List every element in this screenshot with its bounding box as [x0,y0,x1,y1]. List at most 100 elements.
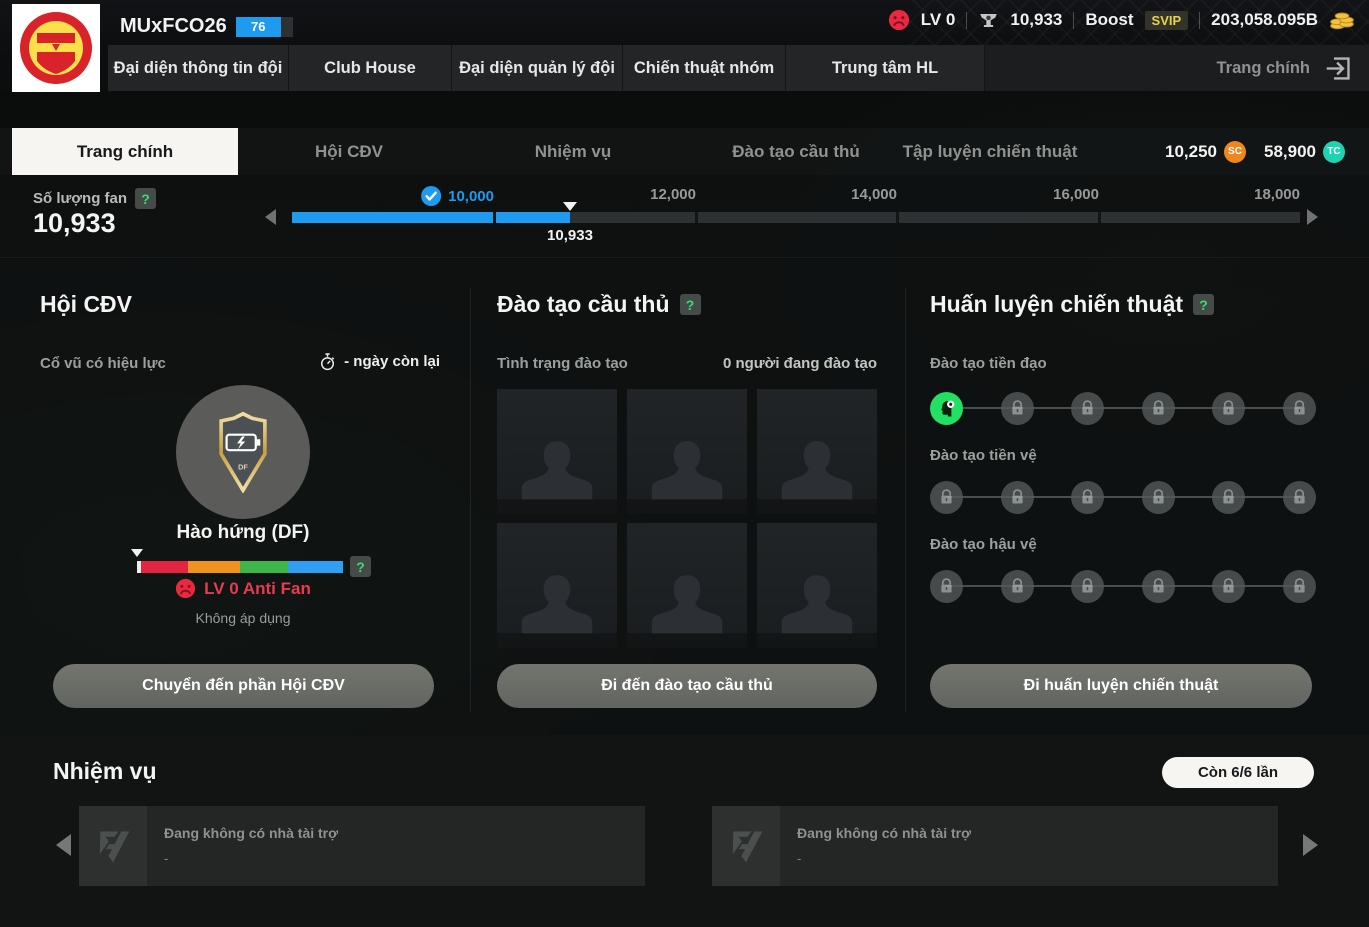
sponsor-prev-arrow[interactable] [56,834,71,856]
player-silhouette-icon [651,441,723,500]
top-nav-item[interactable]: Đại diện quản lý đội [452,45,623,91]
track-label: Đào tạo tiền vệ [930,447,1037,464]
help-icon[interactable]: ? [1193,294,1215,315]
bar-gap [1098,212,1101,223]
player-silhouette-icon [781,441,853,500]
missions-section: Nhiệm vụ Còn 6/6 lần Đang không có nhà t… [0,735,1369,927]
training-node-lock-icon[interactable] [1141,569,1175,603]
top-nav-item[interactable]: Đại diện thông tin đội [108,45,289,91]
home-button[interactable]: Trang chính [1216,45,1369,91]
milestone-label: 14,000 [851,186,897,203]
lock-glyph [1082,400,1093,415]
goto-training-button[interactable]: Đi đến đào tạo cầu thủ [497,664,877,708]
track-nodes [930,569,1316,603]
anti-fan-level: LV 0 [920,10,956,29]
player-slot-empty[interactable] [627,389,747,514]
training-section-title: Đào tạo cầu thủ ? [497,291,701,318]
training-node-lock-icon[interactable] [1071,391,1105,425]
player-silhouette-icon [651,575,723,634]
lock-glyph [1223,489,1234,504]
training-node-lock-icon[interactable] [930,569,963,603]
exit-icon[interactable] [1324,54,1353,83]
fan-milestone: 10,000 [421,186,494,206]
buff-name: Hào hứng (DF) [176,522,310,543]
top-nav-item[interactable]: Club House [289,45,452,91]
track-nodes [930,391,1316,425]
sponsor-value: - [164,851,169,866]
goto-fanclub-button[interactable]: Chuyển đến phần Hội CĐV [53,664,434,708]
lock-glyph [1153,489,1164,504]
training-node-lock-icon[interactable] [1141,480,1175,514]
player-slot-empty[interactable] [757,389,877,514]
training-node-lock-icon[interactable] [1141,391,1175,425]
tactic-title-text: Huấn luyện chiến thuật [930,291,1184,317]
club-name: MUxFCO26 [120,15,227,37]
training-node-lock-icon[interactable] [1282,569,1316,603]
top-nav-item[interactable]: Trung tâm HL [786,45,985,91]
help-icon[interactable]: ? [135,188,157,209]
goto-tactic-button[interactable]: Đi huấn luyện chiến thuật [930,664,1312,708]
training-node-lock-icon[interactable] [1000,391,1034,425]
training-node-lock-icon[interactable] [930,480,963,514]
club-logo[interactable] [12,4,100,92]
track-nodes [930,480,1316,514]
divider [966,11,968,29]
training-node-lock-icon[interactable] [1071,569,1105,603]
lock-glyph [1223,578,1234,593]
current-fan-marker-value: 10,933 [547,227,593,244]
lock-glyph [1011,578,1023,593]
tab-trang-chinh-active[interactable]: Trang chính [12,128,238,175]
lock-glyph [1011,489,1023,504]
club-level-badge: 76 [235,16,293,37]
days-left-label: - ngày còn lại [344,353,440,370]
player-slot-empty[interactable] [627,523,747,648]
training-count-label: 0 người đang đào tạo [722,355,877,372]
training-node-lock-icon[interactable] [1071,480,1105,514]
top-nav: Đại diện thông tin đội Club House Đại diện… [108,45,985,91]
angry-face-icon [176,578,196,599]
training-node-lock-icon[interactable] [1212,569,1246,603]
lock-glyph [1294,489,1305,504]
currency-icon: SC [1224,140,1246,163]
fan-meter-bar [137,561,343,573]
buff-badge-circle[interactable]: DF [176,385,310,519]
money-value: 203,058.095B [1211,10,1318,29]
sponsor-next-arrow[interactable] [1303,834,1318,856]
training-node-lock-icon[interactable] [1282,391,1316,425]
player-slot-empty[interactable] [497,523,617,648]
currency-counter: 10,250 SC [1165,140,1246,163]
training-node-lock-icon[interactable] [1212,391,1246,425]
sponsor-body: Đang không có nhà tài trợ - [780,806,971,886]
player-slot-empty[interactable] [497,389,617,514]
sponsor-card[interactable]: Đang không có nhà tài trợ - [79,806,645,886]
panel-tab-bar: Trang chính Hội CĐV Nhiệm vụ Đào tạo cầu t… [0,128,1369,175]
panel-tab[interactable]: Nhiệm vụ [534,141,612,161]
sponsor-card[interactable]: Đang không có nhà tài trợ - [712,806,1278,886]
meter-orange [188,561,240,573]
training-node-lock-icon[interactable] [1282,480,1316,514]
lock-glyph [1153,578,1164,593]
panel-tab[interactable]: Đào tạo cầu thủ [732,141,860,161]
anti-fan-row: LV 0 Anti Fan [43,578,443,599]
svip-badge[interactable]: SVIP [1144,10,1189,30]
panel-tab[interactable]: Hội CĐV [315,141,383,161]
bar-gap [896,212,899,223]
help-icon[interactable]: ? [679,294,701,315]
days-left-row: - ngày còn lại [319,352,440,371]
training-node-lock-icon[interactable] [1000,480,1034,514]
sponsor-name: Đang không có nhà tài trợ [797,825,972,841]
help-icon[interactable]: ? [350,556,371,577]
player-slot-empty[interactable] [757,523,877,648]
lock-glyph [1082,489,1093,504]
training-node-unlocked[interactable] [930,391,963,425]
slider-next-arrow[interactable] [1307,209,1318,225]
fan-count-label-row: Số lượng fan ? [33,188,157,209]
training-node-lock-icon[interactable] [1000,569,1034,603]
slider-prev-arrow[interactable] [265,209,276,225]
lock-glyph [1223,400,1234,415]
panel-tab[interactable]: Tập luyện chiến thuật [902,141,1078,161]
current-fan-marker [563,202,577,211]
training-node-lock-icon[interactable] [1212,480,1246,514]
meter-red [141,561,188,573]
top-nav-item[interactable]: Chiến thuật nhóm [623,45,786,91]
